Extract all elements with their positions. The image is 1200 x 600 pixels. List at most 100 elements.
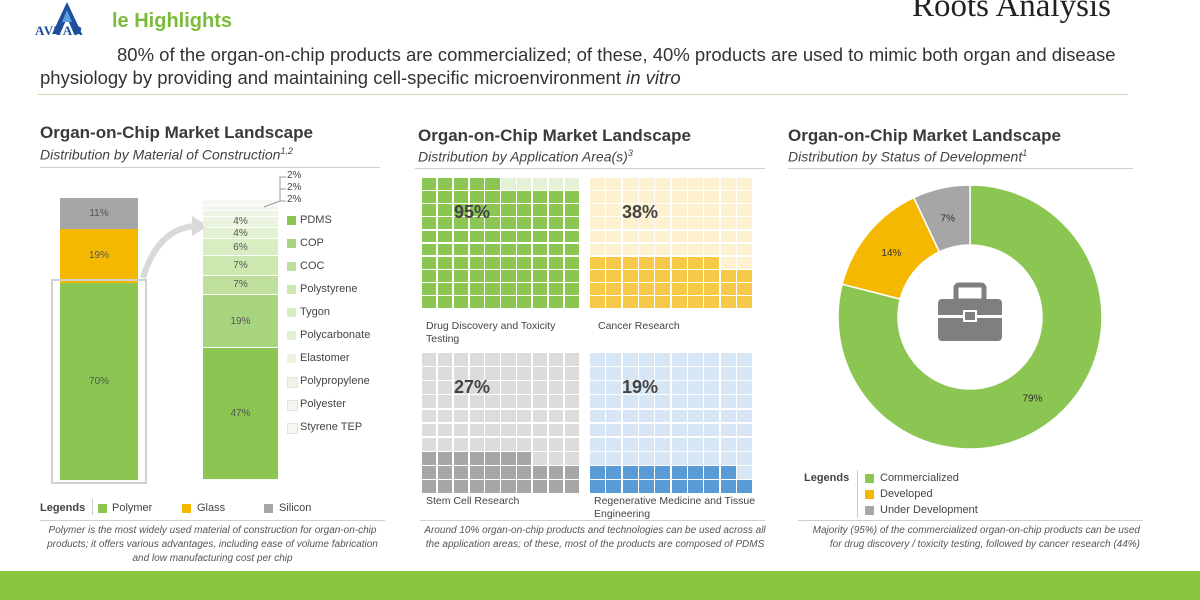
waffle-cell [501,437,516,451]
waffle-cell [671,409,687,423]
waffle-cell [655,230,671,243]
waffle-cell [590,381,605,394]
waffle-cell [622,409,638,423]
waffle-cell [422,437,437,451]
briefcase-icon [938,282,1002,341]
waffle-cell [737,178,752,190]
waffle-stem-cell-research [422,353,579,493]
polymer-segment-coc: 7% [203,275,278,295]
waffle-cell [453,437,469,451]
waffle-cell [688,217,703,230]
waffle-cell [564,230,579,243]
waffle-cell [622,296,638,308]
waffle-cell [655,395,671,409]
waffle-cell [469,270,484,282]
waffle-cell [485,296,500,308]
brand-name: Roots Analysis [912,0,1111,24]
waffle-label: Drug Discovery and Toxicity Testing [426,320,556,345]
waffle-cell [548,178,564,190]
polymer-segment-polyester [203,205,278,211]
waffle-label: Cancer Research [598,320,680,332]
waffle-cell [501,466,516,479]
waffle-cell [501,230,516,243]
waffle-cell [501,353,516,366]
waffle-cell [548,243,564,256]
waffle-cell [639,466,654,479]
waffle-cell [639,230,654,243]
waffle-cell [485,191,500,203]
waffle-cell [453,395,469,409]
waffle-cell [453,423,469,437]
waffle-cell [688,452,703,465]
material-swatch-polystyrene [287,285,296,294]
waffle-cell [704,409,720,423]
waffle-cell [564,217,579,230]
waffle-cell [655,270,671,282]
panel1-rule [40,167,380,168]
waffle-cell [469,367,484,380]
waffle-cell [564,178,579,190]
waffle-cell [671,204,687,216]
waffle-cell [469,230,484,243]
waffle-cell [501,270,516,282]
waffle-cell [485,452,500,465]
waffle-cell [517,466,532,479]
waffle-cell [564,466,579,479]
polymer-segment-cop: 19% [203,295,278,348]
waffle-cell [453,178,469,190]
waffle-cell [501,191,516,203]
polymer-highlight-box [51,278,147,484]
waffle-cell [469,353,484,366]
waffle-cell [655,204,671,216]
waffle-cell [704,178,720,190]
waffle-cell [517,270,532,282]
donut-slice-commercialized [837,184,1103,450]
waffle-cell [606,381,622,394]
legend-polymer-swatch [98,504,107,513]
waffle-cell [737,367,752,380]
material-swatch-elastomer [287,354,296,363]
waffle-cell [422,409,437,423]
waffle-cell [737,409,752,423]
donut-slice-under-development [912,184,971,253]
waffle-cell [532,423,548,437]
waffle-label: Stem Cell Research [426,495,520,507]
waffle-cell [671,191,687,203]
waffle-cell [590,256,605,269]
waffle-cell [590,243,605,256]
waffle-cell [720,270,736,282]
material-label-coc: COC [300,260,325,272]
material-label-elastomer: Elastomer [300,352,350,364]
avtar-logo [24,0,110,44]
waffle-cell [469,452,484,465]
waffle-cell [590,480,605,493]
waffle-cell [532,480,548,493]
waffle-cell [437,423,453,437]
waffle-cell [671,367,687,380]
waffle-cell [437,466,453,479]
material-label-polystyrene: Polystyrene [300,283,358,295]
material-label-polycarbonate: Polycarbonate [300,329,371,341]
waffle-percent: 95% [454,202,491,222]
waffle-cell [639,296,654,308]
waffle-cell [437,191,453,203]
waffle-cell [655,452,671,465]
waffle-cell [639,353,654,366]
waffle-cell [655,178,671,190]
waffle-cell [453,466,469,479]
waffle-cell [501,480,516,493]
waffle-cell [453,480,469,493]
waffle-cell [564,409,579,423]
waffle-cell [548,283,564,295]
waffle-cell [737,381,752,394]
legend-developed: Developed [880,488,933,500]
waffle-cell [564,395,579,409]
waffle-cell [590,353,605,366]
waffle-cell [737,437,752,451]
waffle-cell [688,395,703,409]
waffle-cell [453,191,469,203]
waffle-cell [532,178,548,190]
waffle-cell [564,243,579,256]
waffle-cell [704,367,720,380]
waffle-cell [720,353,736,366]
